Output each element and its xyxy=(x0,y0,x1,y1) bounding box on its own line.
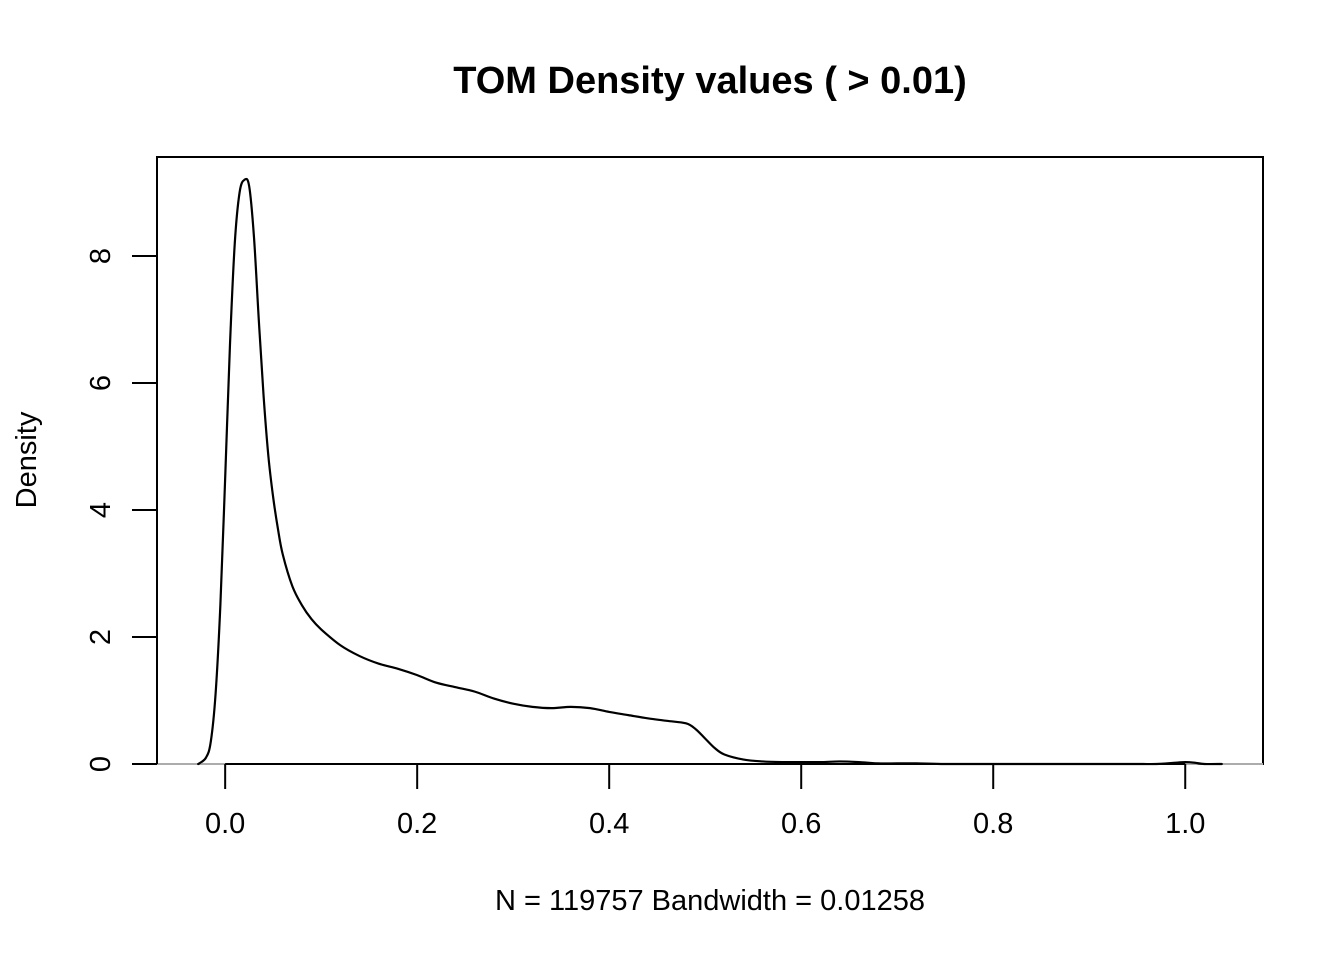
x-tick-label: 0.0 xyxy=(205,808,245,840)
x-axis-label: N = 119757 Bandwidth = 0.01258 xyxy=(495,885,925,917)
y-tick-label: 8 xyxy=(85,248,117,264)
y-tick-label: 0 xyxy=(85,756,117,772)
density-curve xyxy=(197,177,1223,766)
x-tick-label: 0.4 xyxy=(589,808,629,840)
x-tick-label: 0.2 xyxy=(397,808,437,840)
x-tick-label: 0.6 xyxy=(781,808,821,840)
series-layer xyxy=(197,177,1223,766)
y-axis-label: Density xyxy=(11,411,43,508)
y-tick-label: 2 xyxy=(85,629,117,645)
chart-title: TOM Density values ( > 0.01) xyxy=(453,60,967,102)
x-axis: 0.0 0.2 0.4 0.6 0.8 1.0 xyxy=(205,763,1205,840)
x-tick-label: 1.0 xyxy=(1165,808,1205,840)
y-tick-label: 4 xyxy=(85,502,117,518)
x-tick-label: 0.8 xyxy=(973,808,1013,840)
y-axis: 0 2 4 6 8 xyxy=(85,248,158,772)
y-tick-label: 6 xyxy=(85,375,117,391)
plot-frame xyxy=(156,156,1264,765)
